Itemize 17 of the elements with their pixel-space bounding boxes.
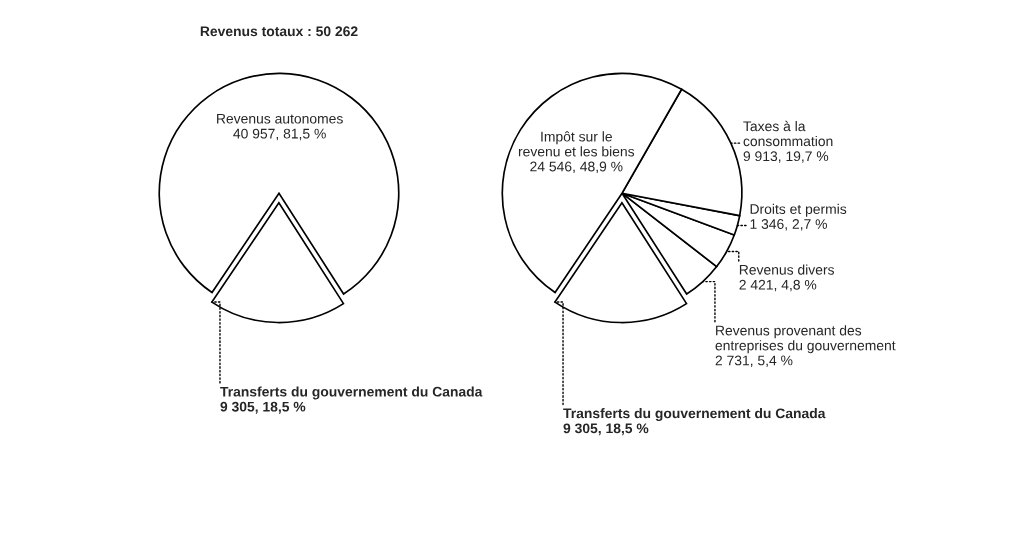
data-label: 2 731, 5,4 % [715,355,793,367]
slice-label: Revenus provenant des entreprises du gouvernement [715,325,896,354]
slice-label: Taxes à la consommation [743,120,833,147]
slice-label: Droits et permis [750,203,847,217]
slice-label: Revenus divers [739,264,834,275]
slice-label: Transferts du gouvernement du Canada [563,408,826,422]
slice-label: Transferts du gouvernement du Canada [220,386,483,400]
slice-label: Revenus autonomes [217,113,343,124]
data-label: 24 546, 48,9 % [530,161,623,174]
data-label: 9 305, 18,5 % [220,401,306,414]
data-label: 40 957, 81,5 % [233,128,326,141]
data-label: 1 346, 2,7 % [750,219,827,231]
data-label: 2 421, 4,8 % [739,279,817,292]
slice-label: Impôt sur le revenu et les biens [518,131,635,157]
data-label: 9 913, 19,7 % [743,151,829,163]
chart-title: Revenus totaux : 50 262 [200,26,358,37]
data-label: 9 305, 18,5 % [563,423,649,436]
